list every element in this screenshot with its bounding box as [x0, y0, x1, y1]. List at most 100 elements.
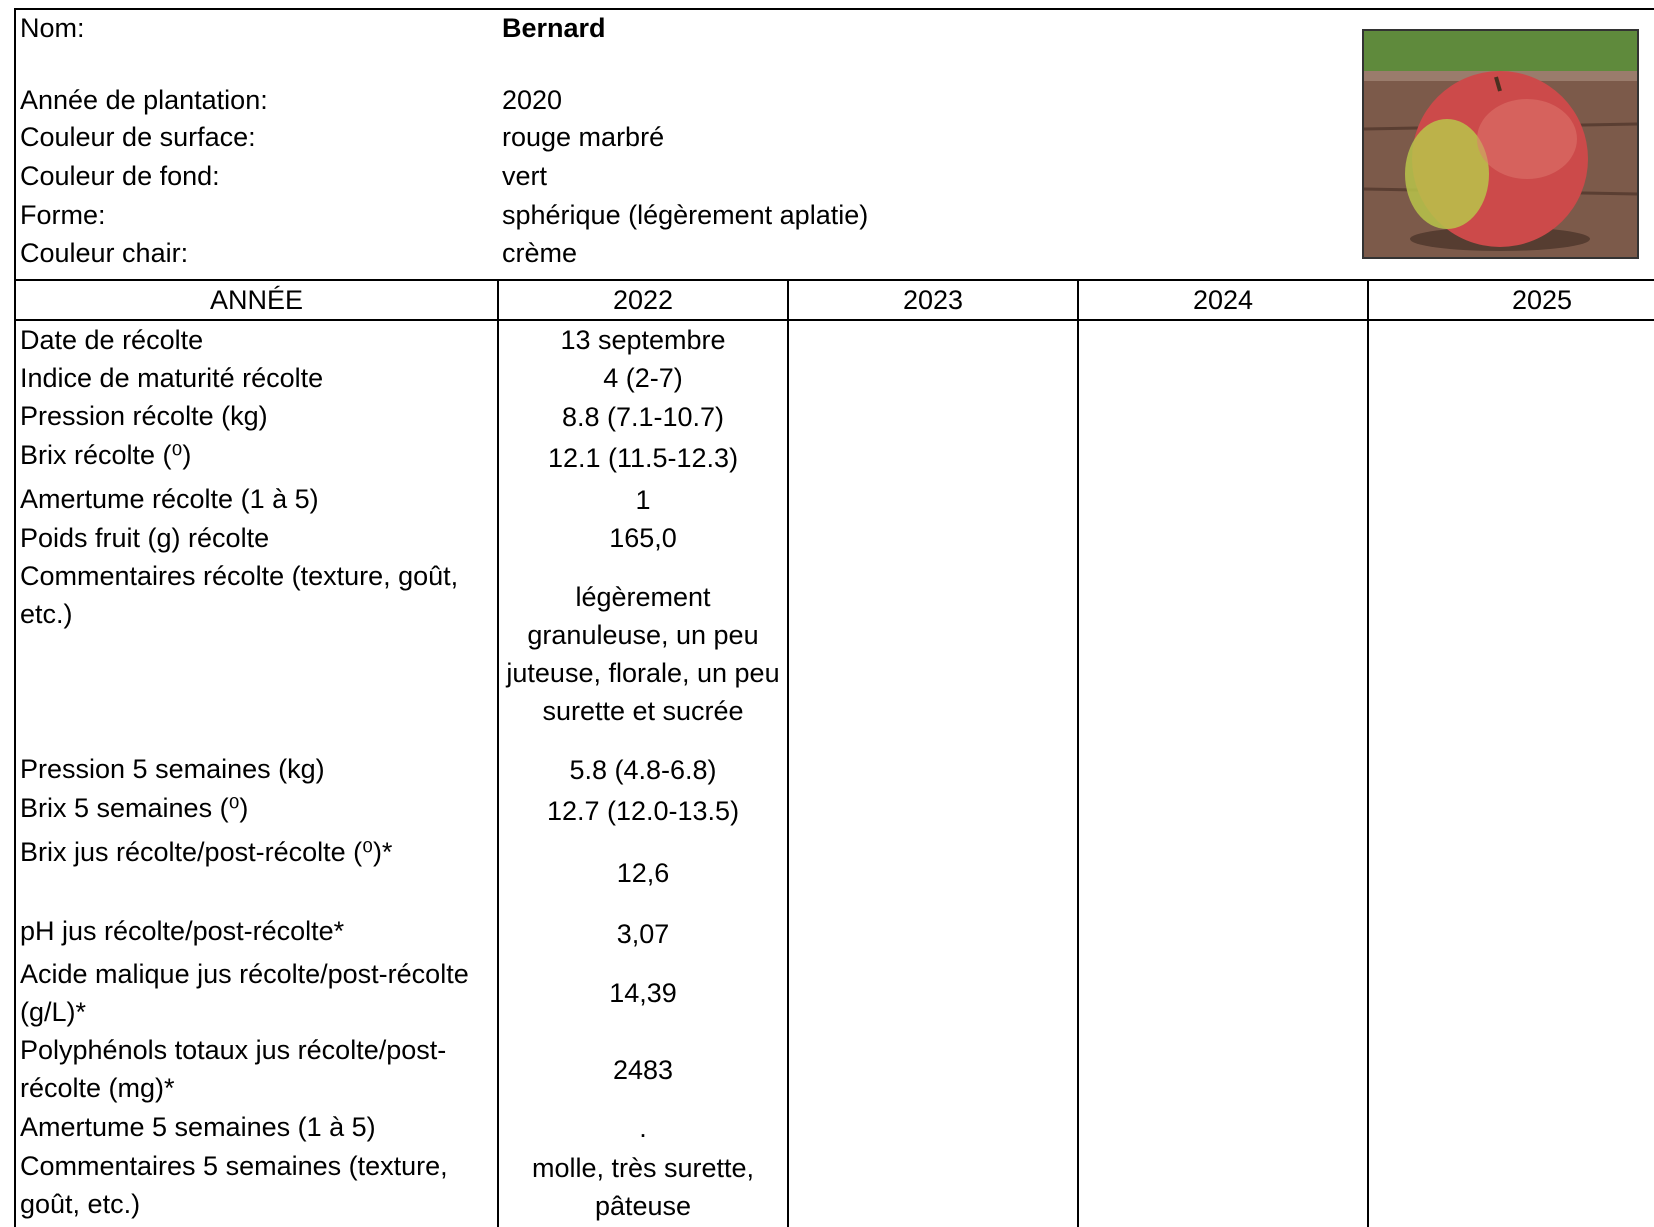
field-value: sphérique (légèrement aplatie) — [502, 200, 869, 230]
empty-cell — [1367, 320, 1654, 359]
row-label: Poids fruit (g) récolte — [14, 519, 498, 557]
row-label: Pression récolte (kg) — [14, 397, 498, 436]
empty-cell — [1367, 750, 1654, 789]
empty-cell — [1367, 833, 1654, 912]
cell-value: 1 — [497, 480, 788, 519]
empty-cell — [1367, 359, 1654, 397]
empty-cell — [1077, 397, 1368, 436]
field-value: 2020 — [502, 85, 563, 115]
table-row: Commentaires récolte (texture, goût, etc… — [14, 557, 1654, 750]
empty-cell — [787, 519, 1078, 557]
empty-cell — [1077, 359, 1368, 397]
empty-cell — [1367, 912, 1654, 955]
empty-cell — [787, 397, 1078, 436]
column-header: ANNÉE — [14, 279, 498, 321]
empty-cell — [1077, 955, 1368, 1031]
field-value: rouge marbré — [502, 122, 665, 152]
field-label: Couleur chair: — [20, 238, 189, 268]
table-row: Polyphénols totaux jus récolte/post-réco… — [14, 1031, 1654, 1108]
row-label: Brix jus récolte/post-récolte (⁰)* — [14, 833, 498, 912]
empty-cell — [1077, 750, 1368, 789]
empty-cell — [787, 557, 1078, 750]
cell-value: 5.8 (4.8-6.8) — [497, 750, 788, 789]
empty-cell — [1077, 789, 1368, 833]
empty-cell — [787, 912, 1078, 955]
cell-value: 14,39 — [497, 955, 788, 1031]
row-label: Brix récolte (⁰) — [14, 436, 498, 480]
row-label: Pression 5 semaines (kg) — [14, 750, 498, 789]
row-label: Acide malique jus récolte/post-récolte (… — [14, 955, 498, 1031]
row-label: Brix 5 semaines (⁰) — [14, 789, 498, 833]
field-value: vert — [502, 161, 548, 191]
table-row: Brix 5 semaines (⁰) 12.7 (12.0-13.5) — [14, 789, 1654, 833]
cell-value: 13 septembre — [497, 320, 788, 359]
cell-value: . — [497, 1108, 788, 1147]
table-row: Pression récolte (kg) 8.8 (7.1-10.7) — [14, 397, 1654, 436]
table-row: pH jus récolte/post-récolte* 3,07 — [14, 912, 1654, 955]
empty-cell — [787, 1147, 1078, 1227]
empty-cell — [1367, 557, 1654, 750]
row-label: Indice de maturité récolte — [14, 359, 498, 397]
table-row: Poids fruit (g) récolte 165,0 — [14, 519, 1654, 557]
field-label: Couleur de fond: — [20, 161, 220, 191]
cell-value: 12.1 (11.5-12.3) — [497, 436, 788, 480]
field-label: Couleur de surface: — [20, 122, 256, 152]
field-label: Forme: — [20, 200, 106, 230]
empty-cell — [787, 955, 1078, 1031]
empty-cell — [1367, 397, 1654, 436]
table-row: Pression 5 semaines (kg) 5.8 (4.8-6.8) — [14, 750, 1654, 789]
apple-photo — [1362, 29, 1639, 259]
empty-cell — [1367, 436, 1654, 480]
empty-cell — [787, 436, 1078, 480]
table-row: Date de récolte 13 septembre — [14, 320, 1654, 359]
empty-cell — [1367, 1147, 1654, 1227]
table-row: Amertume 5 semaines (1 à 5). — [14, 1108, 1654, 1147]
row-label: Polyphénols totaux jus récolte/post-réco… — [14, 1031, 498, 1108]
empty-cell — [1367, 789, 1654, 833]
column-header: 2025 — [1367, 279, 1654, 321]
empty-cell — [787, 480, 1078, 519]
empty-cell — [1367, 519, 1654, 557]
table-row: Brix jus récolte/post-récolte (⁰)* 12,6 — [14, 833, 1654, 912]
cell-value: 8.8 (7.1-10.7) — [497, 397, 788, 436]
table-row: Acide malique jus récolte/post-récolte (… — [14, 955, 1654, 1031]
table-row: Indice de maturité récolte 4 (2-7) — [14, 359, 1654, 397]
row-label: Amertume récolte (1 à 5) — [14, 480, 498, 519]
row-label: Date de récolte — [14, 320, 498, 359]
empty-cell — [1367, 1031, 1654, 1108]
empty-cell — [1367, 1108, 1654, 1147]
empty-cell — [787, 1108, 1078, 1147]
empty-cell — [1367, 480, 1654, 519]
cell-value: 12,6 — [497, 833, 788, 912]
column-header: 2024 — [1077, 279, 1368, 321]
empty-cell — [1077, 1108, 1368, 1147]
row-label: Amertume 5 semaines (1 à 5) — [14, 1108, 498, 1147]
empty-cell — [787, 359, 1078, 397]
empty-cell — [1077, 320, 1368, 359]
row-label: pH jus récolte/post-récolte* — [14, 912, 498, 955]
empty-cell — [1077, 833, 1368, 912]
field-label: Nom: — [20, 13, 85, 43]
empty-cell — [787, 320, 1078, 359]
empty-cell — [1077, 436, 1368, 480]
empty-cell — [1077, 912, 1368, 955]
row-label: Commentaires récolte (texture, goût, etc… — [14, 557, 498, 750]
empty-cell — [1367, 955, 1654, 1031]
cell-value: molle, très surette, pâteuse — [497, 1147, 788, 1227]
empty-cell — [787, 1031, 1078, 1108]
cell-value: 165,0 — [497, 519, 788, 557]
empty-cell — [1077, 480, 1368, 519]
data-table: ANNÉE 2022 2023 2024 2025 Date de récolte 13 s… — [14, 279, 1654, 1227]
field-label: Année de plantation: — [20, 85, 268, 115]
field-value: Bernard — [502, 13, 606, 43]
empty-cell — [787, 789, 1078, 833]
field-value: crème — [502, 238, 578, 268]
column-header: 2022 — [497, 279, 788, 321]
empty-cell — [787, 750, 1078, 789]
empty-cell — [787, 833, 1078, 912]
table-row: Brix récolte (⁰) 12.1 (11.5-12.3) — [14, 436, 1654, 480]
empty-cell — [1077, 519, 1368, 557]
cell-value: 2483 — [497, 1031, 788, 1108]
cell-value: légèrement granuleuse, un peu juteuse, f… — [497, 557, 788, 750]
